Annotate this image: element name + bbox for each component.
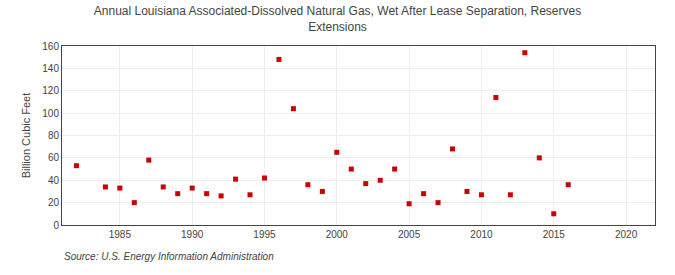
svg-text:80: 80 [48,130,60,141]
svg-text:120: 120 [42,85,59,96]
svg-text:160: 160 [42,41,59,52]
svg-text:60: 60 [48,152,60,163]
svg-text:100: 100 [42,108,59,119]
svg-text:2015: 2015 [543,229,566,240]
svg-text:2005: 2005 [398,229,421,240]
svg-text:2000: 2000 [326,229,349,240]
svg-text:20: 20 [48,197,60,208]
svg-text:2010: 2010 [470,229,493,240]
svg-text:1995: 1995 [253,229,276,240]
svg-text:0: 0 [53,220,59,231]
svg-text:2020: 2020 [615,229,638,240]
svg-text:Billion Cubic Feet: Billion Cubic Feet [20,93,32,179]
svg-text:1985: 1985 [109,229,132,240]
svg-text:Source: U.S. Energy Informatio: Source: U.S. Energy Information Administ… [64,251,274,262]
svg-text:1990: 1990 [181,229,204,240]
svg-text:40: 40 [48,175,60,186]
svg-text:140: 140 [42,63,59,74]
svg-text:Annual Louisiana Associated-Di: Annual Louisiana Associated-Dissolved Na… [94,4,581,34]
